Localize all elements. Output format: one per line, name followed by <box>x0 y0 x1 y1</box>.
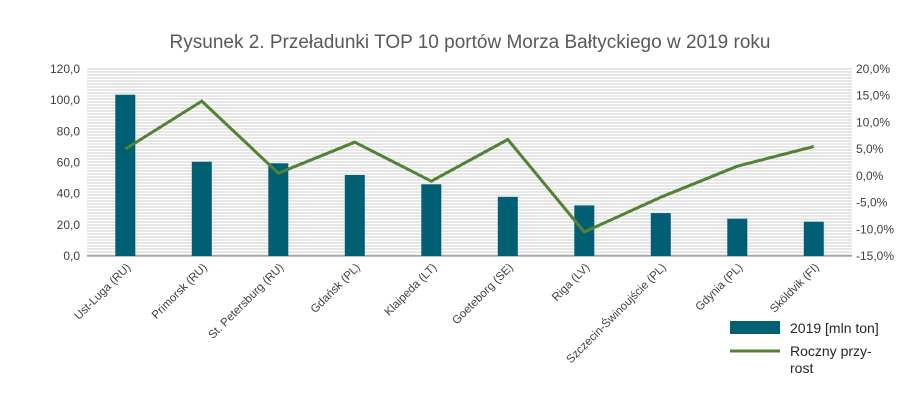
legend-label-line-2: rost <box>790 360 813 376</box>
growth-line <box>124 99 815 234</box>
x-category-label: Ust-Luga (RU) <box>72 262 133 323</box>
bar <box>344 175 365 256</box>
bar <box>803 221 824 256</box>
bar <box>191 161 212 256</box>
x-category-label: Klaipeda (LT) <box>383 262 440 319</box>
y-left-tick-label: 80,0 <box>57 124 81 138</box>
bar <box>727 218 748 256</box>
y-left-tick-label: 20,0 <box>57 218 81 232</box>
plot-area: 0,0 20,0 40,0 60,0 80,0 100,0 120,0 -15,0% -10,0… <box>50 62 894 366</box>
bar <box>421 184 442 256</box>
x-category-label: Riga (LV) <box>550 262 592 304</box>
y-right-tick-label: 20,0% <box>856 62 890 76</box>
y-right-tick-label: 10,0% <box>856 115 890 129</box>
y-right-tick-label: 0,0% <box>856 169 884 183</box>
y-right-tick-label: -10,0% <box>856 222 894 236</box>
y-left-tick-label: 0,0 <box>63 249 80 263</box>
y-left-tick-label: 40,0 <box>57 187 81 201</box>
x-category-label: Gdańsk (PL) <box>309 262 363 316</box>
x-category-label: St. Petersburg (RU) <box>206 262 286 342</box>
y-right-tick-label: 5,0% <box>856 142 884 156</box>
y-right-tick-label: 15,0% <box>856 89 890 103</box>
legend-label-bar: 2019 [mln ton] <box>790 320 879 336</box>
legend: 2019 [mln ton] Roczny przy- rost <box>730 320 879 376</box>
y-left-tick-label: 100,0 <box>50 93 80 107</box>
bar <box>115 94 136 256</box>
x-category-label: Sköldvik (FI) <box>768 262 822 316</box>
legend-label-line-1: Roczny przy- <box>790 343 872 359</box>
y-right-tick-label: -5,0% <box>856 196 888 210</box>
x-category-label: Primorsk (RU) <box>150 262 210 322</box>
y-right-tick-label: -15,0% <box>856 249 894 263</box>
legend-swatch-bar <box>730 321 780 334</box>
bar <box>650 213 671 256</box>
x-category-label: Gdynia (PL) <box>693 262 745 314</box>
y-left-tick-label: 60,0 <box>57 156 81 170</box>
x-category-label: Goeteborg (SE) <box>450 262 516 328</box>
bar <box>497 196 518 256</box>
bar <box>268 163 289 256</box>
chart-title: Rysunek 2. Przeładunki TOP 10 portów Mor… <box>170 32 771 53</box>
y-left-tick-label: 120,0 <box>50 62 80 76</box>
